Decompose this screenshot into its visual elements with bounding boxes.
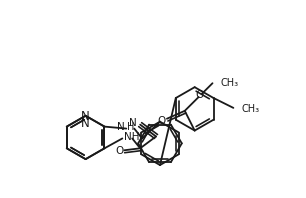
Text: N: N	[81, 117, 90, 130]
Text: N: N	[129, 118, 137, 128]
Text: NH: NH	[124, 132, 140, 142]
Text: CH₃: CH₃	[241, 104, 259, 114]
Text: N: N	[81, 110, 90, 123]
Text: O: O	[158, 116, 166, 126]
Text: N: N	[117, 122, 124, 132]
Text: O: O	[196, 90, 204, 100]
Text: O: O	[115, 146, 124, 156]
Text: CH₃: CH₃	[220, 78, 239, 88]
Text: H: H	[127, 122, 135, 132]
